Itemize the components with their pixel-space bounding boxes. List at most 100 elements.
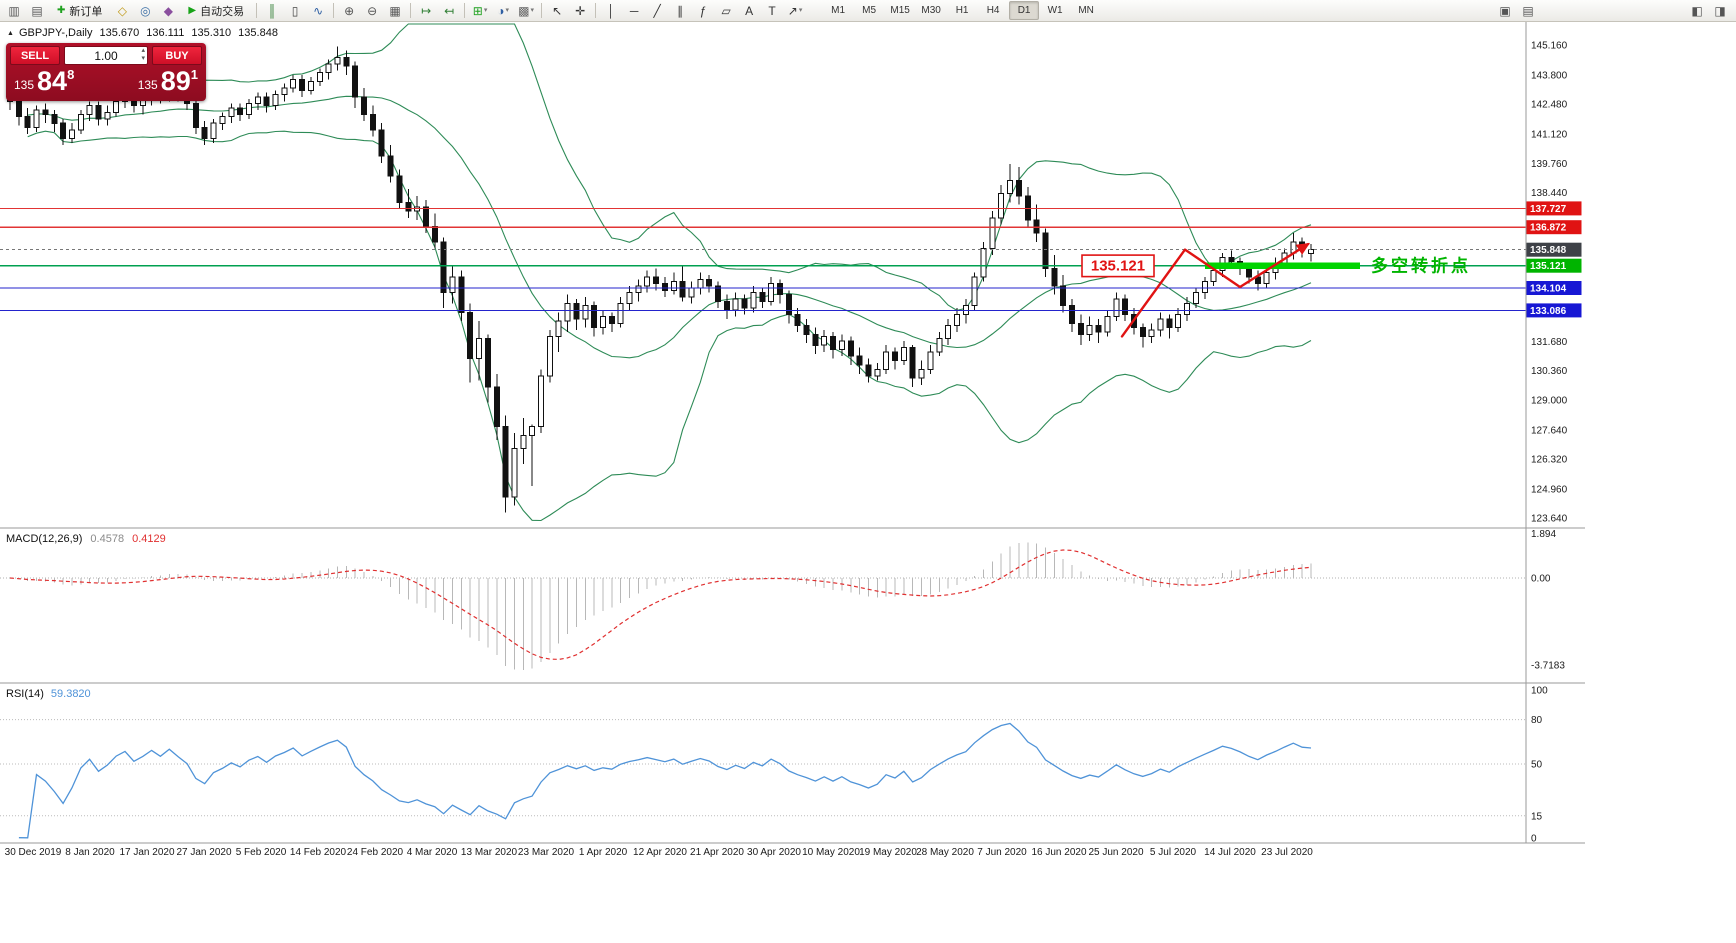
svg-text:143.800: 143.800 — [1531, 70, 1568, 81]
support-zone-line[interactable] — [1205, 262, 1360, 270]
templates-icon[interactable]: ▩ ▾ — [518, 3, 535, 18]
timeframe-button-h1[interactable]: H1 — [955, 5, 969, 16]
line-chart-icon[interactable]: ∿ — [313, 3, 324, 18]
buy-button[interactable]: BUY — [152, 46, 202, 65]
macd-axis: 1.894 0.00 -3.7183 — [1531, 529, 1565, 671]
global-search-icon[interactable]: ◎ — [140, 3, 151, 18]
macd-histogram — [18, 542, 1312, 670]
sell-price[interactable]: 135 84 8 — [14, 66, 74, 96]
new-order-button[interactable]: ✚ 新订单 — [57, 5, 103, 18]
indicators-icon[interactable]: ⊞ ▾ — [472, 3, 488, 18]
history-center-icon[interactable]: ◇ — [117, 3, 127, 18]
sell-button[interactable]: SELL — [10, 46, 60, 65]
chart-window: 135.121 多空转折点 145.160 143.800 142.480 141.120… — [0, 22, 1736, 943]
svg-text:142.480: 142.480 — [1531, 99, 1568, 110]
timeframe-button-h4[interactable]: H4 — [986, 5, 1000, 16]
profiles-icon[interactable]: ▤ — [31, 3, 43, 18]
toolbar-separator — [464, 3, 466, 18]
tile-windows-icon[interactable]: ▦ — [389, 3, 401, 18]
price-annotation-box[interactable]: 135.121 — [1081, 254, 1155, 278]
label-icon[interactable]: T — [768, 3, 776, 18]
horizontal-line-icon[interactable]: ─ — [629, 3, 639, 18]
candlestick-chart-icon[interactable]: ▯ — [291, 3, 299, 18]
price-badges: 137.727 136.872 135.848 135.121 134.104 133.0… — [1526, 201, 1582, 318]
chart-header: ▲ GBPJPY-,Daily 135.670 136.111 135.310 … — [7, 27, 278, 39]
periods-icon[interactable]: ◑ ▾ — [497, 3, 509, 18]
svg-text:126.320: 126.320 — [1531, 455, 1568, 466]
svg-text:135.121: 135.121 — [1530, 261, 1567, 272]
ohlc-expander-icon[interactable]: ▲ — [7, 29, 14, 37]
timeframe-button-w1[interactable]: W1 — [1047, 5, 1063, 16]
timeframe-button-m5[interactable]: M5 — [862, 5, 877, 16]
dock-right-icon[interactable]: ◨ — [1714, 3, 1726, 18]
market-depth-icon[interactable]: ▤ — [1522, 3, 1534, 18]
volume-spinner: ▴ ▾ — [141, 47, 145, 63]
toolbar: ▥ ▤ ✚ 新订单 ◇ ◎ ◆ ▶ 自动交易 ║ ▯ ∿ ⊕ ⊖ ▦ ↦ ↤ ⊞ ▾ ◑ ▾ ▩ ▾ ↖ ✛ │ ─ ╱ ∥ ƒ ▱ A T ↗ ▾… — [0, 0, 1736, 22]
trend-zigzag-arrow[interactable] — [1120, 242, 1311, 338]
volume-value: 1.00 — [94, 48, 118, 63]
timeframe-button-m1[interactable]: M1 — [831, 5, 846, 16]
cursor-icon[interactable]: ↖ — [552, 3, 563, 18]
auto-scroll-icon[interactable]: ↦ — [421, 3, 432, 18]
buy-price[interactable]: 135 89 1 — [138, 66, 198, 96]
metaeditor-icon[interactable]: ◆ — [163, 3, 173, 18]
zoom-in-icon[interactable]: ⊕ — [344, 3, 355, 18]
candles-layer — [7, 46, 1314, 513]
svg-text:1.894: 1.894 — [1531, 529, 1556, 540]
svg-text:134.104: 134.104 — [1530, 284, 1567, 295]
trendline-icon[interactable]: ╱ — [653, 3, 661, 18]
toolbar-right-group: ▣ ▤ — [1494, 1, 1539, 21]
svg-text:135.848: 135.848 — [1530, 245, 1567, 256]
dock-left-icon[interactable]: ◧ — [1691, 3, 1703, 18]
svg-text:21 Apr 2020: 21 Apr 2020 — [690, 847, 744, 858]
svg-text:145.160: 145.160 — [1531, 41, 1568, 52]
buy-price-main: 89 — [160, 66, 191, 96]
fibonacci-icon[interactable]: ƒ — [699, 3, 707, 18]
buy-price-prefix: 135 — [137, 78, 158, 92]
arrows-icon[interactable]: ↗ ▾ — [787, 3, 803, 18]
svg-text:4 Mar 2020: 4 Mar 2020 — [407, 847, 458, 858]
svg-text:7 Jun 2020: 7 Jun 2020 — [977, 847, 1027, 858]
svg-text:135.121: 135.121 — [1091, 258, 1145, 275]
zoom-out-icon[interactable]: ⊖ — [367, 3, 378, 18]
svg-text:23 Mar 2020: 23 Mar 2020 — [518, 847, 575, 858]
channel-icon[interactable]: ∥ — [677, 3, 684, 18]
timeframe-button-d1[interactable]: D1 — [1009, 1, 1040, 20]
svg-text:30 Apr 2020: 30 Apr 2020 — [747, 847, 801, 858]
volume-decrease-icon[interactable]: ▾ — [141, 55, 145, 62]
turning-point-label: 多空转折点 — [1371, 256, 1471, 276]
crosshair-icon[interactable]: ✛ — [575, 3, 586, 18]
svg-text:136.872: 136.872 — [1530, 223, 1567, 234]
chart-shift-icon[interactable]: ↤ — [444, 3, 455, 18]
svg-text:15: 15 — [1531, 811, 1543, 822]
one-click-trading-panel: SELL 1.00 ▴ ▾ BUY 135 84 8 135 89 1 — [6, 43, 206, 101]
autotrading-button[interactable]: ▶ 自动交易 — [188, 5, 245, 18]
price-axis[interactable]: 145.160 143.800 142.480 141.120 139.760 138.4… — [1531, 41, 1568, 525]
timeframe-button-m30[interactable]: M30 — [921, 5, 941, 16]
svg-text:80: 80 — [1531, 715, 1543, 726]
timeframe-button-m15[interactable]: M15 — [890, 5, 910, 16]
svg-text:12 Apr 2020: 12 Apr 2020 — [633, 847, 687, 858]
chart-window-icon[interactable]: ▥ — [8, 3, 20, 18]
svg-text:13 Mar 2020: 13 Mar 2020 — [461, 847, 518, 858]
timeframe-button-mn[interactable]: MN — [1078, 5, 1094, 16]
volume-input[interactable]: 1.00 ▴ ▾ — [64, 46, 148, 65]
rsi-levels — [0, 719, 1526, 817]
svg-text:8 Jan 2020: 8 Jan 2020 — [65, 847, 115, 858]
date-axis[interactable]: 30 Dec 2019 8 Jan 2020 17 Jan 2020 27 Jan 2… — [5, 847, 1314, 858]
price-chart-canvas[interactable]: 135.121 多空转折点 145.160 143.800 142.480 141.120… — [0, 22, 1736, 943]
bar-chart-icon[interactable]: ║ — [267, 3, 277, 18]
toolbar-separator — [410, 3, 412, 18]
vertical-line-icon[interactable]: │ — [607, 3, 615, 18]
svg-text:124.960: 124.960 — [1531, 485, 1568, 496]
volume-increase-icon[interactable]: ▴ — [141, 47, 145, 54]
chevron-down-icon: ▾ — [530, 7, 535, 14]
data-window-icon[interactable]: ▣ — [1499, 3, 1511, 18]
text-icon[interactable]: A — [745, 3, 754, 18]
svg-text:5 Feb 2020: 5 Feb 2020 — [236, 847, 287, 858]
svg-text:1 Apr 2020: 1 Apr 2020 — [579, 847, 628, 858]
shapes-icon[interactable]: ▱ — [721, 3, 731, 18]
svg-text:133.086: 133.086 — [1530, 306, 1567, 317]
svg-text:23 Jul 2020: 23 Jul 2020 — [1261, 847, 1313, 858]
svg-text:0: 0 — [1531, 834, 1537, 845]
